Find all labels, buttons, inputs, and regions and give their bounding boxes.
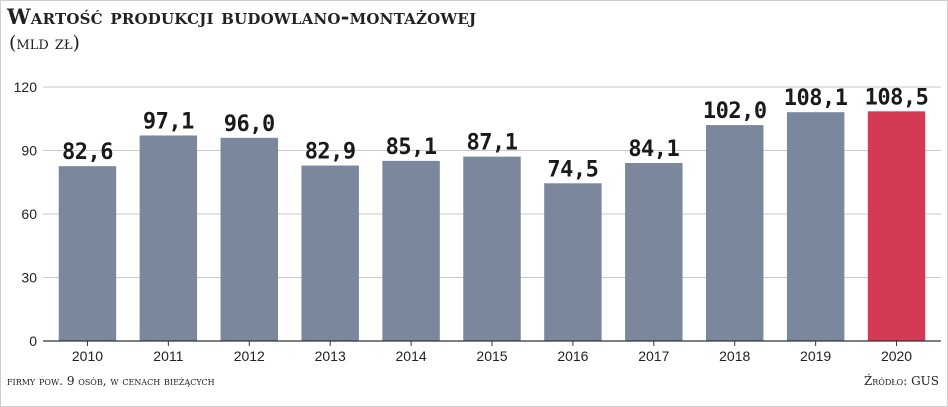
value-label-2010: 82,6: [62, 140, 113, 165]
bar-2018: [706, 125, 764, 341]
bar-2013: [301, 165, 359, 341]
x-tick-label-2012: 2012: [234, 348, 265, 364]
bar-2011: [139, 135, 198, 341]
value-label-2018: 102,0: [703, 99, 767, 124]
x-tick-label-2016: 2016: [557, 348, 588, 364]
value-label-2011: 97,1: [143, 109, 194, 134]
value-label-2015: 87,1: [467, 131, 518, 156]
x-tick-label-2017: 2017: [638, 348, 669, 364]
value-label-2017: 84,1: [628, 137, 679, 162]
x-tick-label-2020: 2020: [881, 348, 912, 364]
source-note: Źródło: GUS: [863, 374, 939, 388]
x-tick-label-2011: 2011: [153, 348, 183, 364]
footnote: firmy pow. 9 osób, w cenach bieżących: [7, 374, 215, 388]
chart-subtitle: (mld zł): [9, 32, 80, 54]
bar-2017: [625, 162, 683, 341]
value-label-2013: 82,9: [305, 140, 356, 165]
value-label-2020: 108,5: [865, 85, 929, 110]
y-tick-label: 120: [14, 79, 38, 95]
x-tick-label-2013: 2013: [315, 348, 346, 364]
x-tick-label-2014: 2014: [396, 348, 427, 364]
bar-2014: [382, 160, 440, 341]
value-label-2012: 96,0: [224, 112, 275, 137]
y-tick-label: 90: [21, 143, 37, 159]
y-tick-label: 30: [21, 270, 37, 286]
x-tick-label-2010: 2010: [72, 348, 103, 364]
bar-2012: [220, 137, 278, 341]
y-tick-label: 0: [29, 333, 37, 349]
chart-title: Wartość produkcji budowlano-montażowej: [7, 4, 477, 29]
x-tick-label-2019: 2019: [800, 348, 831, 364]
bar-2020: [867, 111, 926, 341]
value-label-2019: 108,1: [784, 86, 848, 111]
x-tick-label-2015: 2015: [476, 348, 507, 364]
x-tick-label-2018: 2018: [719, 348, 750, 364]
y-tick-label: 60: [21, 206, 37, 222]
bar-2015: [463, 156, 521, 341]
bar-2019: [786, 112, 845, 342]
value-label-2016: 74,5: [547, 157, 598, 182]
bar-2010: [58, 166, 117, 341]
value-label-2014: 85,1: [386, 135, 437, 160]
bar-2016: [544, 183, 602, 341]
